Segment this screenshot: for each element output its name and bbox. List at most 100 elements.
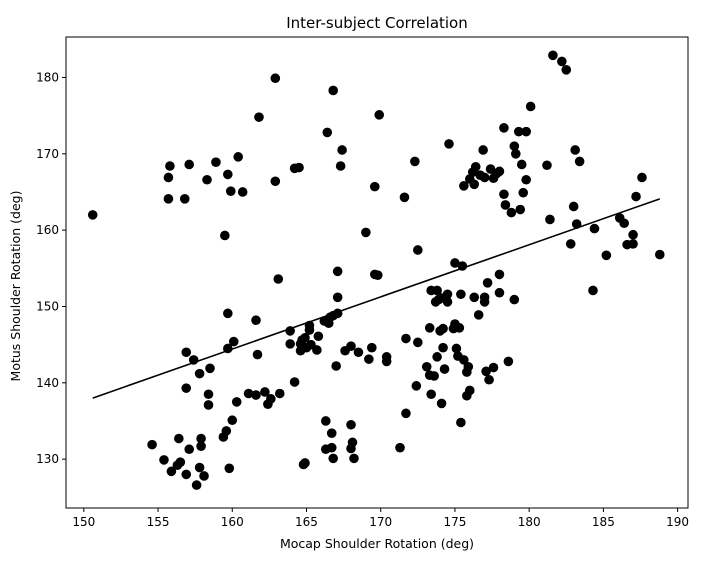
data-point — [181, 383, 192, 393]
data-point — [332, 292, 343, 303]
data-point — [163, 194, 174, 204]
data-point — [548, 50, 558, 61]
data-point — [181, 347, 192, 358]
data-point — [628, 239, 638, 249]
x-tick-label: 160 — [221, 515, 244, 529]
data-point — [506, 207, 517, 218]
plot-area — [65, 36, 689, 509]
data-point — [570, 145, 580, 155]
data-point — [227, 415, 238, 426]
data-point — [331, 361, 341, 371]
data-point — [166, 466, 177, 477]
data-point — [184, 159, 195, 170]
data-point — [346, 419, 356, 430]
x-tick-label: 185 — [592, 515, 615, 529]
data-point — [401, 333, 411, 344]
data-point — [243, 388, 254, 399]
data-point — [518, 187, 529, 198]
data-point — [601, 250, 612, 261]
data-point — [274, 388, 285, 399]
data-point — [181, 469, 192, 480]
data-point — [478, 145, 488, 155]
data-point — [469, 179, 480, 190]
data-point — [381, 356, 392, 367]
data-point — [588, 285, 598, 296]
data-point — [426, 389, 436, 400]
data-point — [473, 310, 484, 320]
y-tick-label: 180 — [36, 70, 59, 84]
data-point — [266, 394, 276, 404]
data-point — [442, 297, 453, 307]
data-point — [413, 245, 423, 255]
data-point — [479, 172, 490, 183]
data-point — [328, 453, 339, 464]
data-point — [233, 152, 243, 162]
data-point — [463, 361, 474, 372]
data-point — [349, 453, 359, 464]
data-point — [488, 362, 499, 373]
data-point — [444, 139, 454, 149]
data-point — [326, 442, 337, 453]
data-point — [184, 444, 195, 455]
data-point — [203, 400, 214, 410]
data-point — [367, 342, 377, 353]
data-point — [410, 156, 420, 167]
data-point — [399, 192, 410, 203]
data-point — [165, 161, 175, 171]
data-point — [223, 308, 233, 319]
data-point — [516, 159, 527, 170]
data-point — [260, 387, 270, 397]
y-axis-label: Motus Shoulder Rotation (deg) — [8, 191, 23, 382]
data-point — [513, 126, 524, 137]
data-point — [294, 162, 304, 173]
y-tick-label: 140 — [36, 376, 59, 390]
data-point — [456, 417, 466, 428]
data-point — [509, 294, 520, 305]
data-point — [346, 341, 356, 351]
x-tick-label: 155 — [147, 515, 170, 529]
data-point — [421, 361, 432, 372]
x-tick-label: 190 — [666, 515, 689, 529]
data-point — [328, 85, 339, 96]
data-point — [395, 442, 405, 453]
data-point — [194, 368, 205, 379]
data-point — [470, 161, 481, 172]
data-point — [194, 462, 205, 473]
data-point — [270, 73, 281, 84]
data-point — [199, 471, 209, 481]
data-point — [175, 457, 186, 468]
data-point — [561, 65, 572, 75]
data-point — [424, 323, 435, 333]
data-point — [568, 201, 579, 212]
data-point — [545, 214, 555, 225]
y-tick-label: 160 — [36, 223, 59, 237]
data-point — [511, 149, 521, 159]
data-point — [254, 112, 264, 122]
data-point — [223, 169, 233, 180]
data-point — [515, 204, 526, 215]
data-point — [500, 200, 511, 210]
data-point — [637, 172, 647, 183]
data-point — [509, 141, 520, 151]
data-point — [364, 354, 374, 364]
data-point — [332, 266, 343, 277]
data-point — [631, 191, 641, 202]
data-point — [289, 377, 300, 387]
data-point — [203, 389, 214, 400]
data-point — [456, 289, 466, 300]
data-point — [413, 337, 423, 348]
x-tick-label: 175 — [443, 515, 466, 529]
trend-line — [92, 198, 661, 399]
data-point — [464, 385, 475, 396]
data-point — [574, 156, 585, 167]
data-point — [313, 331, 324, 342]
x-tick-label: 170 — [369, 515, 392, 529]
data-point — [237, 187, 248, 197]
data-point — [347, 437, 358, 448]
data-point — [589, 223, 600, 234]
data-point — [163, 172, 174, 183]
data-point — [196, 433, 206, 444]
data-point — [499, 189, 509, 200]
